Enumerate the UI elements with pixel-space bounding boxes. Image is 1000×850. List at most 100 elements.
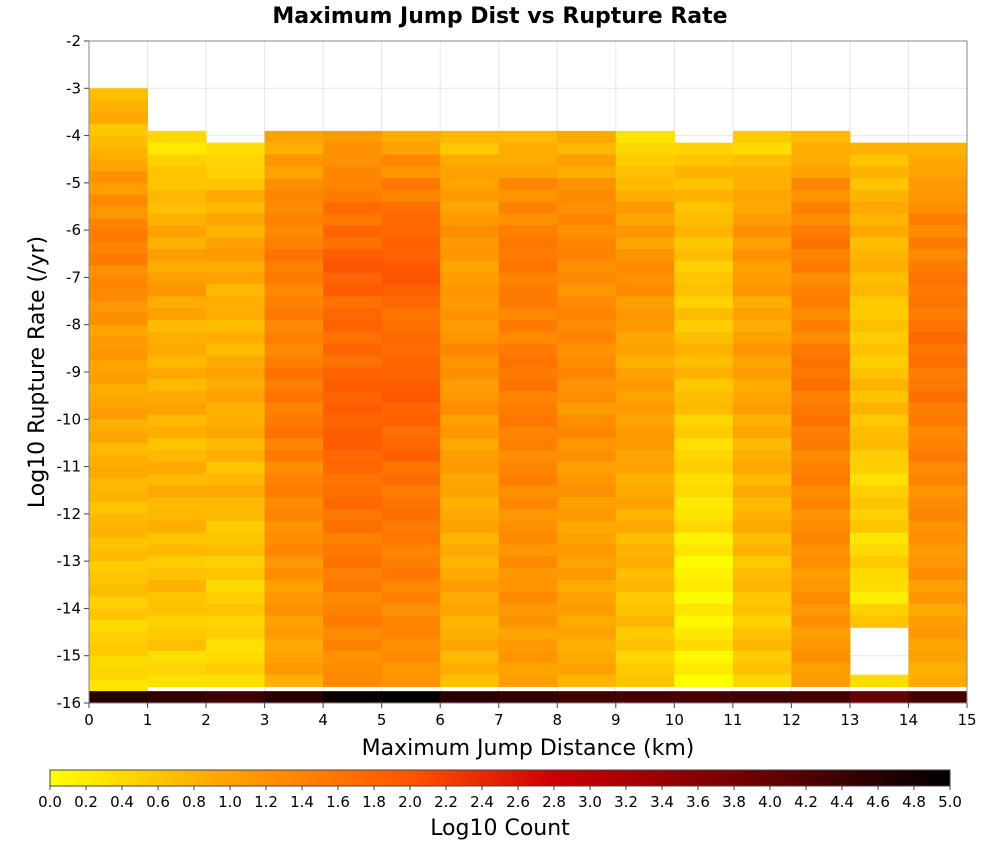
chart-title: Maximum Jump Dist vs Rupture Rate (272, 4, 727, 29)
heatmap-cell (381, 201, 441, 215)
heatmap-cell (264, 260, 324, 274)
heatmap-cell (557, 189, 617, 203)
heatmap-cell (323, 650, 383, 664)
heatmap-cell (908, 438, 968, 451)
heatmap-cell (908, 426, 968, 439)
heatmap-cell (557, 568, 617, 581)
heatmap-cell (206, 580, 266, 593)
heatmap-cell (557, 331, 617, 345)
heatmap-cell (89, 561, 149, 574)
y-tick-label: -13 (57, 552, 82, 570)
x-axis-ticks: 0 1 2 3 4 5 6 7 8 9 10 11 12 13 14 15 (84, 703, 977, 729)
heatmap-cell (381, 296, 441, 309)
heatmap-cell (791, 509, 851, 522)
heatmap-cell (323, 308, 383, 321)
heatmap-cell (908, 627, 968, 640)
heatmap-cell (674, 650, 734, 664)
heatmap-cell (381, 225, 441, 238)
x-tick-label: 4 (318, 711, 328, 729)
y-axis-ticks: -2 -3 -4 -5 -6 -7 -8 -9 -10 -11 -12 -13 -14 -15 -16 (57, 32, 89, 712)
heatmap-cell (381, 260, 441, 274)
heatmap-cell (732, 130, 792, 144)
heatmap-cell (89, 525, 149, 538)
heatmap-cell (323, 591, 383, 605)
heatmap-cell (498, 355, 558, 368)
heatmap-cell (908, 225, 968, 238)
heatmap-cell (557, 591, 617, 605)
heatmap-cell-bottom (615, 691, 675, 703)
heatmap-cell (732, 201, 792, 215)
heatmap-cell (908, 414, 968, 427)
heatmap-cell (381, 568, 441, 581)
heatmap-cell (849, 284, 909, 297)
heatmap-cell (732, 355, 792, 368)
heatmap-cells (89, 88, 968, 703)
heatmap-cell (147, 591, 207, 605)
heatmap-cell (264, 591, 324, 605)
heatmap-cell (381, 178, 441, 191)
heatmap-cell (381, 142, 441, 155)
heatmap-cell (89, 277, 149, 290)
heatmap-cell (557, 414, 617, 427)
heatmap-cell (381, 639, 441, 652)
heatmap-cell (381, 450, 441, 463)
x-tick-label: 1 (143, 711, 153, 729)
heatmap-cell (147, 201, 207, 215)
heatmap-cell-bottom (674, 691, 734, 703)
heatmap-cell (264, 130, 324, 144)
heatmap-cell (264, 461, 324, 475)
heatmap-cell (615, 308, 675, 321)
heatmap-cell (381, 603, 441, 617)
x-axis-label: Maximum Jump Distance (km) (362, 736, 695, 761)
heatmap-cell (264, 237, 324, 250)
heatmap-cell (206, 213, 266, 226)
heatmap-cell (440, 473, 500, 486)
heatmap-cell (791, 674, 851, 687)
heatmap-cell (849, 296, 909, 309)
heatmap-cell (89, 454, 149, 468)
heatmap-cell (264, 450, 324, 463)
heatmap-cell (206, 473, 266, 486)
heatmap-cell (557, 166, 617, 179)
heatmap-cell (323, 154, 383, 167)
heatmap-cell (323, 272, 383, 286)
heatmap-cell (615, 284, 675, 297)
heatmap-cell (557, 438, 617, 451)
heatmap-cell (147, 296, 207, 309)
heatmap-cell (89, 289, 149, 302)
colorbar-tick-label: 3.0 (578, 793, 602, 811)
heatmap-cell (440, 520, 500, 534)
heatmap-cell (206, 509, 266, 522)
heatmap-cell (89, 537, 149, 550)
heatmap-cell (147, 390, 207, 404)
heatmap-cell (264, 331, 324, 345)
heatmap-cell (557, 650, 617, 664)
heatmap-cell (498, 414, 558, 427)
heatmap-cell (323, 225, 383, 238)
heatmap-cell (206, 331, 266, 345)
heatmap-cell (849, 426, 909, 439)
heatmap-cell (498, 450, 558, 463)
heatmap-cell (498, 379, 558, 392)
heatmap-cell (381, 497, 441, 510)
heatmap-cell (557, 154, 617, 167)
heatmap-cell (440, 189, 500, 203)
heatmap-cell (498, 225, 558, 238)
heatmap-cell (791, 272, 851, 286)
heatmap-cell (206, 201, 266, 215)
heatmap-cell (264, 225, 324, 238)
heatmap-cell (557, 627, 617, 640)
heatmap-cell (791, 568, 851, 581)
colorbar-tick-label: 2.6 (506, 793, 530, 811)
heatmap-cell (791, 367, 851, 380)
heatmap-cell (323, 142, 383, 155)
heatmap-cell (557, 639, 617, 652)
heatmap-cell (89, 431, 149, 444)
heatmap-cell (89, 395, 149, 408)
heatmap-cell (615, 319, 675, 333)
heatmap-cell (674, 662, 734, 676)
heatmap-cell (206, 520, 266, 534)
heatmap-cell (440, 249, 500, 262)
heatmap-cell (615, 367, 675, 380)
heatmap-cell (147, 284, 207, 297)
